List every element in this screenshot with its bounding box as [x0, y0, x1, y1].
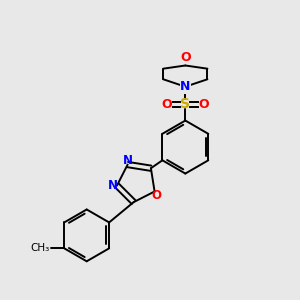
Text: O: O [199, 98, 209, 111]
Text: O: O [161, 98, 172, 111]
Text: O: O [180, 51, 190, 64]
Text: N: N [180, 80, 190, 93]
Text: N: N [108, 179, 118, 192]
Text: CH₃: CH₃ [30, 243, 50, 253]
Text: S: S [180, 98, 190, 111]
Text: O: O [151, 189, 161, 203]
Text: N: N [123, 154, 133, 166]
